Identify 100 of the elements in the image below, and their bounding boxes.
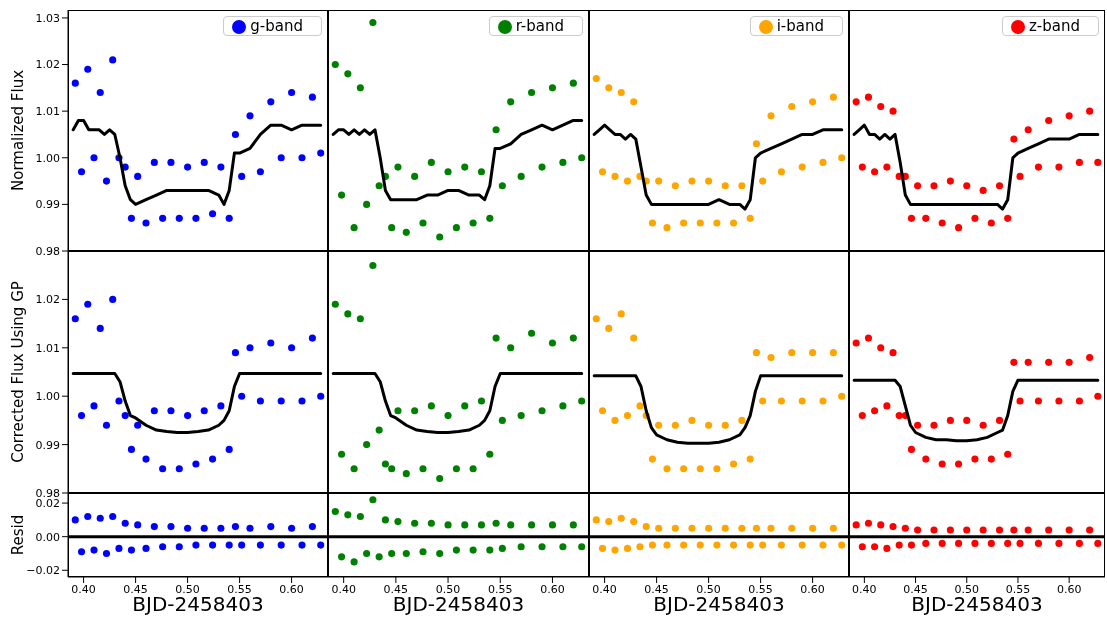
point	[102, 177, 111, 185]
point	[469, 465, 477, 473]
point	[298, 541, 306, 549]
point	[102, 549, 111, 558]
y-tick-label: 1.03	[35, 11, 60, 25]
point	[486, 214, 494, 222]
point	[528, 88, 536, 97]
point	[895, 412, 903, 420]
x-tick-label: 0.60	[800, 582, 825, 596]
point	[979, 186, 987, 194]
point	[192, 460, 200, 468]
point	[159, 543, 167, 551]
point	[617, 88, 625, 97]
point	[256, 397, 264, 405]
point	[452, 224, 460, 232]
point	[663, 224, 671, 232]
point	[134, 421, 142, 429]
point	[630, 334, 638, 342]
y-tick-label: 1.01	[35, 105, 60, 119]
point	[134, 521, 142, 529]
point	[381, 516, 389, 524]
point	[955, 539, 963, 547]
point	[752, 524, 761, 532]
point	[605, 324, 613, 332]
y-tick-label: 1.01	[35, 341, 60, 355]
point	[1004, 450, 1012, 458]
point	[930, 421, 938, 429]
point	[858, 543, 866, 551]
point	[901, 524, 909, 532]
point	[338, 191, 346, 199]
point	[578, 397, 586, 405]
point	[907, 445, 916, 453]
line-series	[71, 118, 323, 206]
point	[788, 102, 796, 111]
point	[159, 465, 167, 473]
point	[109, 295, 117, 303]
point	[419, 465, 427, 473]
point	[238, 172, 246, 180]
point	[277, 541, 285, 549]
point	[680, 541, 688, 549]
point	[630, 518, 638, 526]
point	[809, 349, 817, 357]
point	[1010, 135, 1018, 143]
point	[1055, 163, 1063, 171]
point	[578, 543, 586, 551]
point	[90, 546, 98, 554]
legend-label: i-band	[776, 17, 824, 35]
x-tick-label: 0.60	[279, 582, 304, 596]
point	[452, 546, 460, 554]
point	[317, 541, 325, 549]
point	[225, 541, 233, 549]
point	[858, 412, 866, 420]
point	[696, 465, 704, 473]
point	[150, 523, 158, 531]
point	[1004, 539, 1012, 547]
point	[705, 177, 713, 185]
point	[436, 233, 444, 241]
point	[1075, 397, 1083, 405]
point	[461, 521, 469, 529]
point	[955, 224, 963, 232]
point	[907, 214, 916, 222]
point	[477, 521, 486, 529]
point	[427, 158, 435, 166]
point	[225, 214, 233, 222]
y-tick-label: 1.00	[35, 390, 60, 404]
point	[559, 402, 567, 410]
point	[217, 524, 225, 532]
point	[109, 56, 117, 64]
point	[1055, 539, 1063, 547]
point	[713, 465, 721, 473]
point	[995, 182, 1004, 190]
point	[777, 541, 785, 549]
point	[852, 521, 860, 529]
point	[356, 84, 364, 92]
point	[623, 412, 632, 420]
point	[889, 523, 897, 531]
point	[713, 541, 721, 549]
point	[517, 543, 525, 551]
point	[578, 154, 586, 162]
point	[819, 541, 827, 549]
point	[955, 460, 963, 468]
point	[852, 98, 860, 106]
point	[452, 465, 460, 473]
point	[1065, 358, 1073, 366]
point	[655, 524, 663, 532]
point	[569, 79, 577, 87]
point	[963, 182, 971, 190]
point	[231, 523, 240, 531]
point	[121, 519, 129, 527]
point	[979, 421, 987, 429]
point	[444, 168, 452, 176]
point	[1004, 214, 1012, 222]
point	[1055, 397, 1063, 405]
point	[411, 519, 419, 527]
point	[852, 339, 860, 347]
point	[648, 219, 657, 227]
point	[231, 349, 240, 357]
point	[134, 172, 142, 180]
point	[200, 158, 208, 166]
point	[738, 524, 746, 532]
